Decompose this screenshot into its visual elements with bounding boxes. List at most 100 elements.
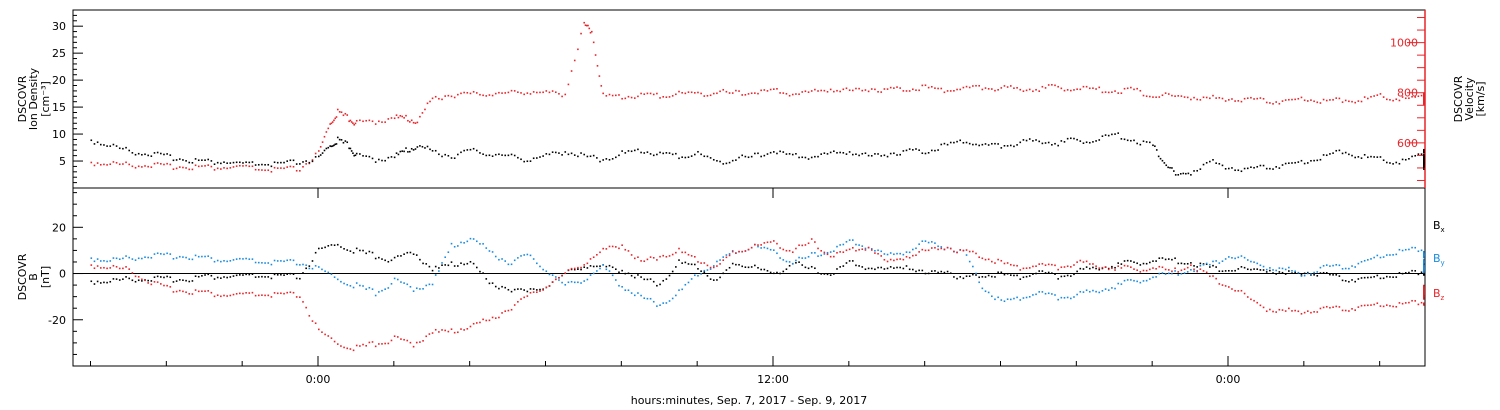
bx-point	[349, 250, 352, 252]
bx-point	[1051, 272, 1053, 274]
bz-point	[814, 241, 816, 243]
velocity-point	[340, 111, 343, 114]
density-point	[147, 154, 149, 157]
bz-point	[908, 256, 911, 259]
density-point	[1016, 144, 1018, 146]
velocity-point	[1098, 86, 1101, 89]
bz-point	[978, 256, 980, 259]
bz-point	[1098, 267, 1101, 269]
density-point	[261, 163, 263, 166]
bx-point	[1111, 265, 1113, 268]
velocity-point	[1404, 97, 1407, 100]
by-point	[1171, 272, 1173, 275]
mag-ylabel-line-1: DSCOVR	[16, 253, 29, 300]
density-point	[1423, 162, 1425, 164]
bz-point	[1224, 285, 1227, 287]
velocity-point	[444, 95, 446, 97]
velocity-point	[1395, 98, 1398, 101]
density-point	[1344, 151, 1347, 154]
velocity-point	[210, 165, 213, 168]
bz-point	[1215, 277, 1217, 280]
bz-point	[668, 255, 671, 257]
by-point	[864, 247, 867, 250]
density-point	[826, 153, 829, 155]
velocity-point	[424, 108, 426, 111]
density-point	[542, 155, 544, 157]
bz-point	[1423, 284, 1425, 287]
by-point	[930, 241, 933, 243]
bx-point	[457, 265, 459, 267]
bx-point	[820, 273, 822, 275]
velocity-point	[498, 91, 500, 94]
density-point	[475, 149, 478, 152]
bz-point	[1395, 305, 1398, 308]
bz-point	[1228, 286, 1230, 288]
density-point	[877, 153, 879, 155]
by-point	[368, 286, 371, 289]
velocity-point	[1111, 91, 1113, 94]
bx-point	[886, 267, 889, 270]
by-point	[1250, 260, 1252, 263]
bz-point	[1423, 291, 1425, 294]
bz-point	[956, 251, 958, 254]
velocity-point	[1149, 95, 1151, 98]
density-point	[940, 143, 943, 146]
bz-point	[406, 339, 409, 342]
bz-point	[1398, 302, 1401, 304]
density-point	[1196, 169, 1199, 172]
density-point	[1006, 145, 1009, 147]
by-point	[886, 253, 889, 256]
density-point	[615, 156, 617, 159]
density-point	[1013, 145, 1015, 148]
density-point	[773, 151, 775, 153]
by-point	[1190, 268, 1192, 271]
bz-point	[810, 238, 813, 240]
velocity-point	[365, 119, 367, 122]
bz-point	[665, 255, 668, 258]
density-point	[453, 157, 456, 160]
bx-point	[1420, 271, 1423, 274]
density-point	[583, 153, 586, 156]
velocity-point	[421, 112, 424, 114]
bx-point	[491, 282, 494, 284]
density-point	[633, 149, 636, 152]
density-point	[1145, 141, 1148, 143]
velocity-point	[1193, 96, 1195, 99]
by-point	[1423, 252, 1425, 255]
bx-point	[1209, 266, 1211, 268]
velocity-point	[397, 116, 400, 119]
bz-point	[381, 343, 383, 345]
density-point	[763, 154, 766, 157]
velocity-point	[1306, 100, 1309, 102]
by-point	[810, 252, 813, 254]
by-point	[346, 283, 349, 286]
density-point	[141, 153, 143, 156]
bz-point	[684, 251, 687, 254]
velocity-point	[536, 91, 538, 94]
bz-point	[318, 328, 320, 331]
by-point	[479, 243, 481, 245]
bx-point	[254, 276, 257, 278]
bx-point	[956, 277, 958, 280]
bz-point	[115, 265, 118, 268]
velocity-point	[191, 168, 194, 171]
by-point	[409, 285, 412, 288]
by-point	[289, 259, 292, 261]
velocity-point	[295, 169, 298, 172]
bx-point	[520, 288, 522, 290]
bz-point	[1423, 298, 1425, 300]
bz-point	[156, 281, 159, 283]
by-point	[987, 291, 990, 294]
density-point	[131, 152, 134, 154]
bx-point	[482, 272, 484, 274]
velocity-point	[390, 117, 393, 119]
bz-point	[889, 258, 892, 261]
velocity-point	[934, 87, 936, 89]
bx-point	[1079, 267, 1082, 270]
density-point	[1420, 153, 1423, 155]
bx-point	[1171, 258, 1173, 261]
by-point	[1215, 260, 1217, 262]
by-point	[1313, 271, 1315, 274]
bz-point	[1117, 265, 1120, 268]
bz-point	[902, 258, 905, 261]
